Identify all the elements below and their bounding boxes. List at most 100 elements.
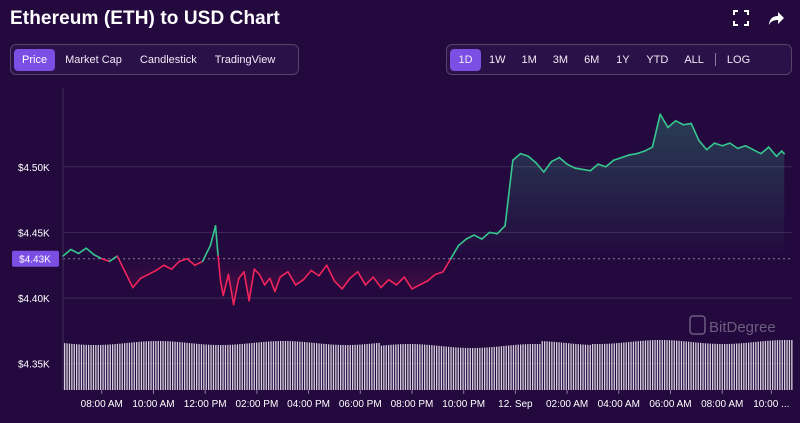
volume-bar (491, 347, 493, 390)
volume-bar (284, 341, 287, 390)
price-segment (310, 269, 320, 277)
price-segment (395, 276, 406, 286)
volume-bar (476, 347, 479, 390)
volume-bar (673, 340, 675, 390)
volume-bar (251, 343, 253, 390)
price-segment (612, 156, 623, 162)
price-segment (209, 225, 217, 247)
volume-bar (179, 342, 181, 390)
volume-bar (539, 344, 541, 390)
price-segment (269, 277, 276, 293)
price-segment (767, 146, 778, 158)
tab-price[interactable]: Price (14, 48, 56, 71)
volume-bar (282, 341, 284, 390)
volume-bar (553, 341, 555, 390)
price-segment (465, 234, 475, 240)
volume-bar (707, 343, 709, 390)
volume-bar (157, 341, 159, 390)
volume-bar (616, 343, 618, 390)
volume-bar (301, 341, 303, 390)
volume-bar (462, 347, 464, 390)
price-segment (752, 148, 762, 155)
share-icon[interactable] (768, 9, 786, 27)
volume-bar (472, 347, 474, 390)
volume-bar (311, 342, 313, 390)
fullscreen-icon[interactable] (732, 9, 750, 27)
volume-bar (568, 343, 570, 390)
volume-bar (176, 341, 179, 390)
price-segment (232, 277, 240, 306)
range-1w[interactable]: 1W (489, 53, 506, 66)
price-segment (333, 280, 343, 290)
volume-bar (757, 341, 759, 390)
volume-bar (635, 341, 637, 390)
range-1m[interactable]: 1M (521, 53, 537, 66)
volume-bar (68, 343, 71, 390)
price-segment (318, 264, 328, 277)
range-1y[interactable]: 1Y (616, 53, 630, 66)
tab-market-cap[interactable]: Market Cap (65, 53, 122, 66)
volume-bar (275, 341, 277, 390)
volume-bar (200, 344, 203, 390)
volume-bar (294, 341, 296, 390)
price-segment (222, 273, 230, 297)
volume-bar (260, 342, 263, 390)
volume-bar (167, 341, 169, 390)
x-tick-label: 10:00 PM (442, 399, 485, 410)
volume-bar (119, 343, 121, 390)
volume-bar (791, 340, 793, 390)
volume-bar (726, 343, 728, 390)
x-tick-label: 12. Sep (498, 399, 533, 410)
range-3m[interactable]: 3M (552, 53, 569, 66)
volume-bar (606, 343, 608, 390)
tab-candlestick[interactable]: Candlestick (139, 53, 197, 66)
x-tick-label: 02:00 PM (235, 399, 278, 410)
price-segment (713, 142, 724, 147)
x-tick-label: 06:00 PM (339, 399, 382, 410)
price-segment (77, 247, 88, 255)
price-segment (356, 271, 367, 286)
chart-type-tabs: Price Market Cap Candlestick TradingView (10, 44, 299, 75)
range-ytd[interactable]: YTD (646, 53, 669, 66)
volume-bar (570, 343, 572, 390)
volume-bar (364, 344, 366, 390)
price-segment (457, 238, 468, 247)
price-segment (574, 167, 584, 171)
volume-bar (484, 347, 486, 390)
volume-bar (409, 344, 411, 390)
volume-bar (460, 347, 462, 390)
volume-bar (414, 344, 416, 390)
price-segment (705, 142, 716, 151)
volume-bar (323, 343, 325, 390)
log-toggle[interactable]: LOG (726, 53, 751, 66)
price-segment (775, 150, 783, 158)
price-segment (155, 264, 165, 272)
range-all[interactable]: ALL (684, 53, 704, 66)
volume-bar (493, 346, 495, 390)
tab-tradingview[interactable]: TradingView (214, 53, 276, 66)
volume-bar (287, 341, 289, 390)
volume-bar (647, 340, 649, 390)
price-segment (780, 150, 786, 155)
price-segment (263, 277, 271, 286)
volume-bar (668, 340, 671, 390)
price-segment (163, 264, 173, 271)
watermark: BitDegree (689, 315, 776, 336)
volume-bar (395, 344, 397, 390)
volume-bar (340, 344, 342, 390)
range-1d[interactable]: 1D (450, 48, 481, 71)
volume-bar (736, 343, 738, 390)
volume-bar (443, 346, 445, 390)
volume-bar (541, 341, 543, 390)
volume-bar (253, 342, 255, 390)
volume-bar (330, 344, 332, 390)
volume-bar (378, 342, 380, 390)
volume-bar (788, 340, 791, 390)
volume-bar (529, 344, 531, 390)
volume-bar (587, 344, 589, 390)
volume-bar (335, 344, 337, 390)
y-tick-label: $4.35K (18, 360, 50, 371)
range-6m[interactable]: 6M (584, 53, 600, 66)
volume-bar (750, 342, 752, 390)
